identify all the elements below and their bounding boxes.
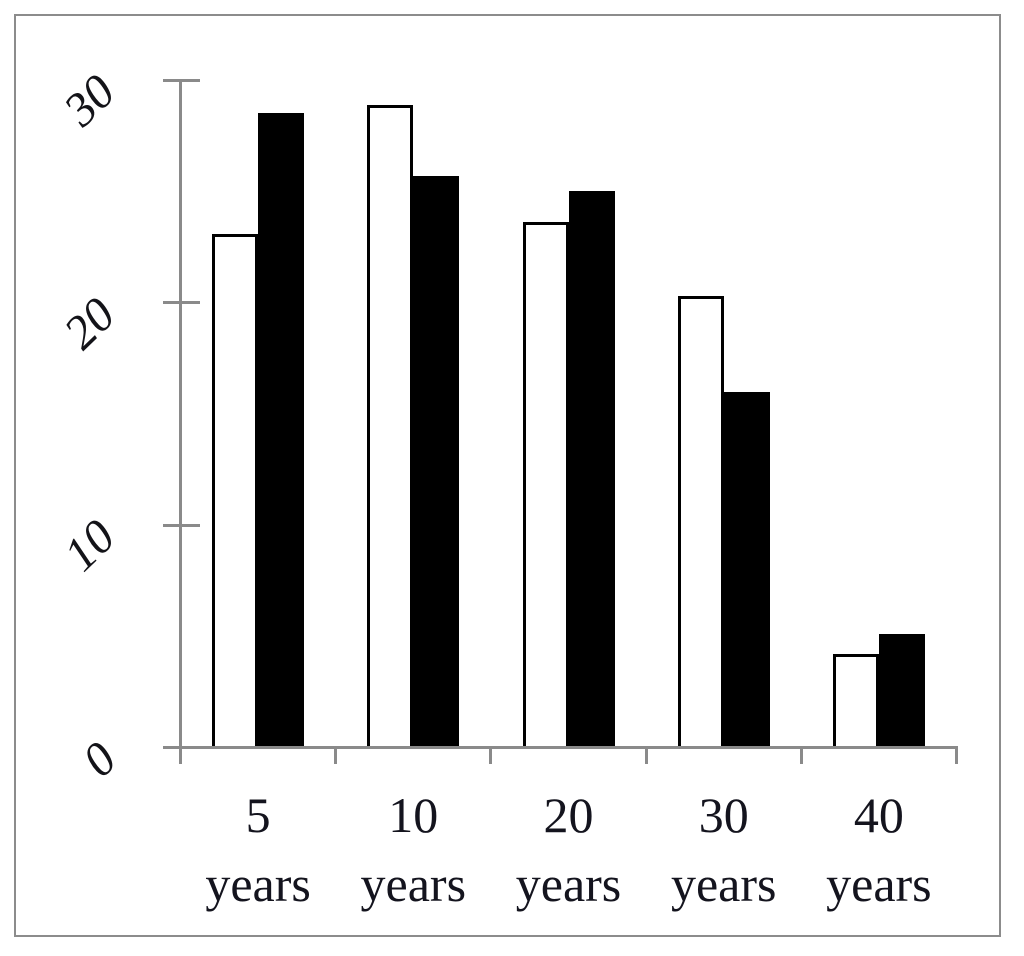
bar-black-20-years: [568, 191, 615, 748]
x-tick-5: [955, 747, 958, 764]
bar-white-40-years: [832, 654, 879, 748]
x-label-40-years: 40 years: [801, 781, 957, 919]
bar-white-10-years: [367, 104, 414, 748]
x-label-20-years: 20 years: [491, 781, 647, 919]
x-label-10-years: 10 years: [335, 781, 491, 919]
y-tick-30: [162, 78, 200, 82]
bar-black-10-years: [413, 175, 460, 748]
y-tick-10: [162, 523, 200, 527]
bar-white-5-years: [212, 233, 259, 748]
x-label-line-number: 30: [698, 787, 749, 843]
x-label-line-number: 10: [388, 787, 439, 843]
bar-white-20-years: [522, 222, 569, 748]
x-axis-line: [179, 746, 958, 749]
x-tick-1: [334, 747, 338, 764]
bar-white-30-years: [677, 295, 724, 748]
x-label-line-word: years: [826, 856, 932, 912]
x-label-30-years: 30 years: [646, 781, 802, 919]
x-tick-3: [644, 747, 648, 764]
x-label-line-word: years: [205, 856, 311, 912]
y-tick-label-30: 30: [53, 64, 126, 137]
bar-black-40-years: [878, 634, 925, 748]
bar-black-30-years: [723, 391, 770, 748]
x-label-5-years: 5 years: [180, 781, 336, 919]
y-tick-20: [162, 301, 200, 304]
x-label-line-number: 20: [543, 787, 594, 843]
x-tick-2: [489, 747, 493, 764]
x-label-line-word: years: [360, 856, 467, 912]
figure-border: [14, 14, 1001, 937]
x-tick-4: [799, 747, 803, 764]
x-label-line-number: 5: [245, 787, 271, 843]
x-label-line-word: years: [515, 856, 622, 912]
y-tick-label-10: 10: [53, 509, 126, 582]
x-label-line-word: years: [670, 856, 777, 912]
x-label-line-number: 40: [853, 787, 904, 843]
x-tick-0: [179, 747, 182, 764]
y-axis-line: [179, 79, 182, 763]
y-tick-label-0: 0: [72, 731, 127, 787]
y-tick-label-20: 20: [53, 287, 126, 359]
bar-black-5-years: [258, 113, 305, 748]
